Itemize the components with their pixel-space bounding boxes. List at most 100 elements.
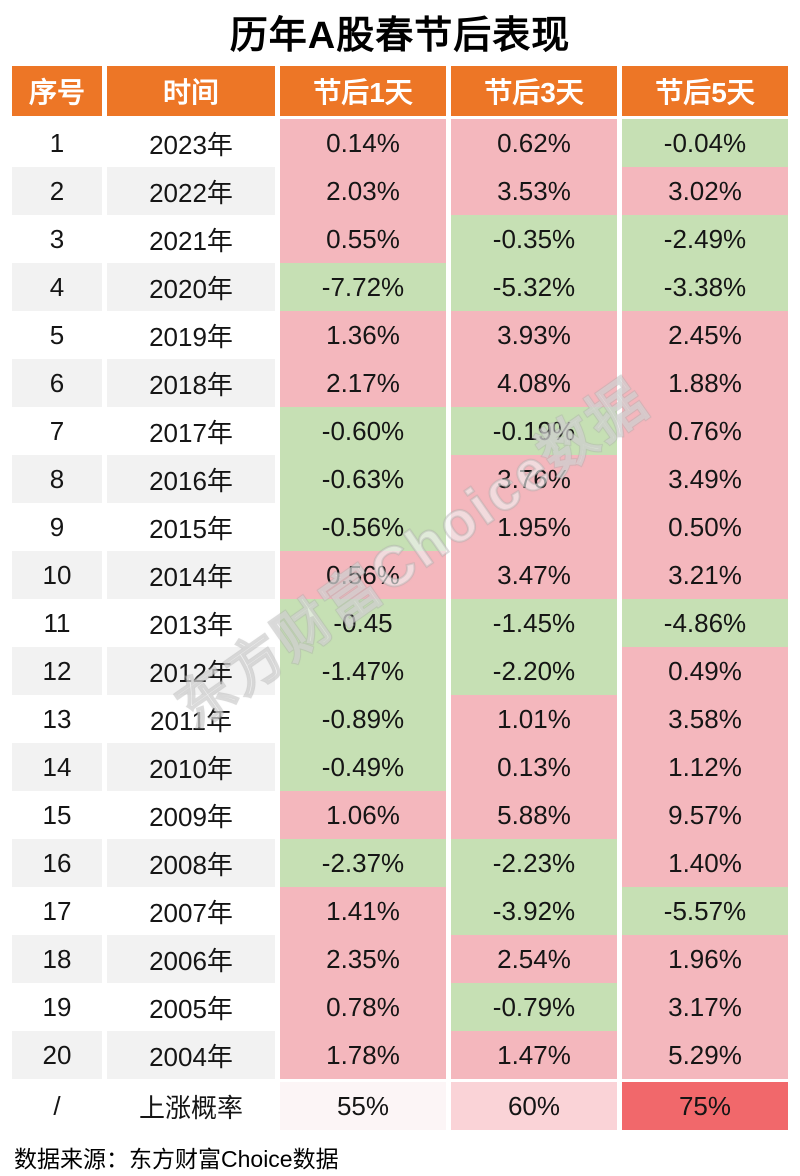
cell-day5: -2.49%	[622, 215, 788, 263]
cell-day3: 3.93%	[451, 311, 617, 359]
page-title: 历年A股春节后表现	[229, 15, 571, 57]
table-row: 15 2009年 1.06% 5.88% 9.57%	[12, 791, 788, 839]
cell-year: 2020年	[107, 263, 275, 311]
header-day5: 节后5天	[622, 66, 788, 119]
table-row: 4 2020年 -7.72% -5.32% -3.38%	[12, 263, 788, 311]
cell-day5: -0.04%	[622, 119, 788, 167]
table-body: 1 2023年 0.14% 0.62% -0.04% 2 2022年 2.03%…	[12, 119, 788, 1079]
cell-year: 2018年	[107, 359, 275, 407]
cell-day5: 3.49%	[622, 455, 788, 503]
cell-index: 15	[12, 791, 102, 839]
cell-index: 12	[12, 647, 102, 695]
summary-day5-cell: 75%	[622, 1079, 788, 1130]
table-row: 3 2021年 0.55% -0.35% -2.49%	[12, 215, 788, 263]
table-row: 5 2019年 1.36% 3.93% 2.45%	[12, 311, 788, 359]
cell-day5: 5.29%	[622, 1031, 788, 1079]
cell-year: 2022年	[107, 167, 275, 215]
cell-year: 2008年	[107, 839, 275, 887]
cell-day1: 0.78%	[280, 983, 446, 1031]
cell-year: 2013年	[107, 599, 275, 647]
cell-day3: -2.20%	[451, 647, 617, 695]
header-row: 序号 时间 节后1天 节后3天 节后5天	[12, 66, 788, 119]
cell-index: 5	[12, 311, 102, 359]
data-source-note: 数据来源：东方财富Choice数据	[14, 1146, 339, 1172]
cell-index: 3	[12, 215, 102, 263]
cell-day3: -2.23%	[451, 839, 617, 887]
cell-day1: -0.49%	[280, 743, 446, 791]
cell-year: 2005年	[107, 983, 275, 1031]
cell-day3: 4.08%	[451, 359, 617, 407]
cell-day1: -0.45	[280, 599, 446, 647]
cell-index: 17	[12, 887, 102, 935]
cell-year: 2023年	[107, 119, 275, 167]
header-index: 序号	[12, 66, 102, 119]
cell-year: 2009年	[107, 791, 275, 839]
cell-day1: -1.47%	[280, 647, 446, 695]
cell-day1: 1.78%	[280, 1031, 446, 1079]
cell-index: 20	[12, 1031, 102, 1079]
table-row: 11 2013年 -0.45 -1.45% -4.86%	[12, 599, 788, 647]
cell-year: 2015年	[107, 503, 275, 551]
cell-day5: 2.45%	[622, 311, 788, 359]
cell-day3: -5.32%	[451, 263, 617, 311]
cell-day5: 1.12%	[622, 743, 788, 791]
table-row: 13 2011年 -0.89% 1.01% 3.58%	[12, 695, 788, 743]
cell-day1: -2.37%	[280, 839, 446, 887]
cell-day1: -0.63%	[280, 455, 446, 503]
cell-year: 2019年	[107, 311, 275, 359]
table-row: 10 2014年 0.56% 3.47% 3.21%	[12, 551, 788, 599]
cell-day5: 3.58%	[622, 695, 788, 743]
table-row: 17 2007年 1.41% -3.92% -5.57%	[12, 887, 788, 935]
cell-day1: 0.56%	[280, 551, 446, 599]
cell-year: 2016年	[107, 455, 275, 503]
table-row: 7 2017年 -0.60% -0.19% 0.76%	[12, 407, 788, 455]
cell-year: 2017年	[107, 407, 275, 455]
table-row: 16 2008年 -2.37% -2.23% 1.40%	[12, 839, 788, 887]
cell-day3: -3.92%	[451, 887, 617, 935]
summary-row: / 上涨概率 55% 60% 75%	[12, 1079, 788, 1130]
summary-label-cell: 上涨概率	[107, 1079, 275, 1130]
cell-day3: 5.88%	[451, 791, 617, 839]
cell-year: 2014年	[107, 551, 275, 599]
summary-day3-cell: 60%	[451, 1079, 617, 1130]
cell-day1: 2.03%	[280, 167, 446, 215]
table-row: 19 2005年 0.78% -0.79% 3.17%	[12, 983, 788, 1031]
cell-day1: -7.72%	[280, 263, 446, 311]
cell-index: 6	[12, 359, 102, 407]
cell-day3: 1.95%	[451, 503, 617, 551]
cell-index: 10	[12, 551, 102, 599]
cell-index: 16	[12, 839, 102, 887]
cell-day1: 1.41%	[280, 887, 446, 935]
cell-day5: 3.17%	[622, 983, 788, 1031]
cell-day5: 0.50%	[622, 503, 788, 551]
table-row: 20 2004年 1.78% 1.47% 5.29%	[12, 1031, 788, 1079]
cell-index: 1	[12, 119, 102, 167]
table-row: 6 2018年 2.17% 4.08% 1.88%	[12, 359, 788, 407]
cell-day1: -0.60%	[280, 407, 446, 455]
table-row: 8 2016年 -0.63% 3.76% 3.49%	[12, 455, 788, 503]
cell-day3: 0.13%	[451, 743, 617, 791]
cell-day5: -4.86%	[622, 599, 788, 647]
table-row: 1 2023年 0.14% 0.62% -0.04%	[12, 119, 788, 167]
cell-day1: 2.17%	[280, 359, 446, 407]
summary-index-cell: /	[12, 1079, 102, 1130]
cell-day1: -0.89%	[280, 695, 446, 743]
table-row: 18 2006年 2.35% 2.54% 1.96%	[12, 935, 788, 983]
cell-index: 14	[12, 743, 102, 791]
cell-year: 2007年	[107, 887, 275, 935]
cell-day1: -0.56%	[280, 503, 446, 551]
cell-index: 9	[12, 503, 102, 551]
table-footer: / 上涨概率 55% 60% 75%	[12, 1079, 788, 1130]
cell-day1: 2.35%	[280, 935, 446, 983]
cell-day1: 0.55%	[280, 215, 446, 263]
cell-day3: 2.54%	[451, 935, 617, 983]
cell-year: 2004年	[107, 1031, 275, 1079]
cell-year: 2006年	[107, 935, 275, 983]
cell-day3: 3.47%	[451, 551, 617, 599]
header-time: 时间	[107, 66, 275, 119]
table-row: 9 2015年 -0.56% 1.95% 0.50%	[12, 503, 788, 551]
cell-index: 2	[12, 167, 102, 215]
cell-day5: 0.76%	[622, 407, 788, 455]
cell-day3: 3.76%	[451, 455, 617, 503]
cell-day3: 1.47%	[451, 1031, 617, 1079]
